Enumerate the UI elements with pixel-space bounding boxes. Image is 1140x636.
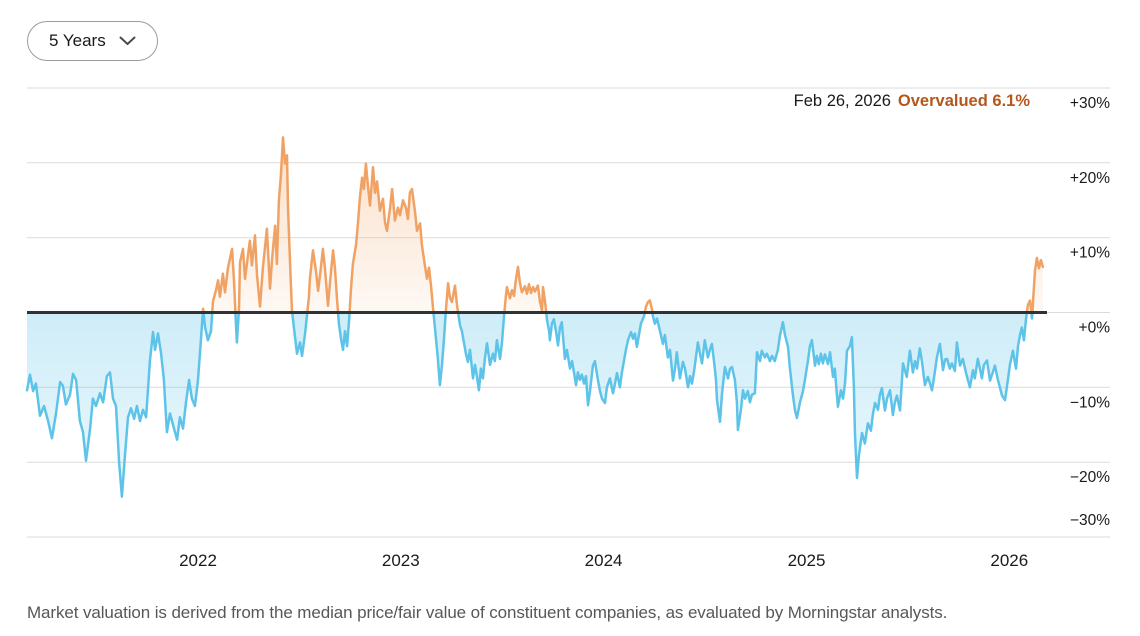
chevron-down-icon [119,36,136,46]
y-axis-tick-label: +20% [1070,170,1110,187]
x-axis-tick-label: 2026 [990,551,1028,570]
y-axis-tick-label: −30% [1070,512,1110,529]
annotation-date: Feb 26, 2026 [793,92,891,110]
y-axis-tick-label: +10% [1070,245,1110,262]
x-axis-tick-label: 2025 [788,551,826,570]
y-axis-tick-label: −10% [1070,394,1110,411]
valuation-annotation: Feb 26, 2026 Overvalued 6.1% [794,92,1030,111]
annotation-status: Overvalued 6.1% [897,92,1030,110]
valuation-chart[interactable]: +30% +20% +10% +0% −10% −20% −30% 2022 2023 2024 2… [0,0,1140,585]
time-range-dropdown[interactable]: 5 Years [27,21,158,62]
y-axis-tick-label: +0% [1079,320,1111,337]
x-axis-tick-label: 2024 [585,551,623,570]
x-axis-tick-label: 2022 [179,551,217,570]
time-range-label: 5 Years [49,31,106,50]
series-overvalued [27,136,1045,313]
chart-caption: Market valuation is derived from the med… [27,603,948,622]
series-undervalued [25,312,1043,498]
y-axis-tick-label: +30% [1070,95,1110,112]
x-axis-tick-label: 2023 [382,551,420,570]
y-axis-tick-label: −20% [1070,469,1110,486]
